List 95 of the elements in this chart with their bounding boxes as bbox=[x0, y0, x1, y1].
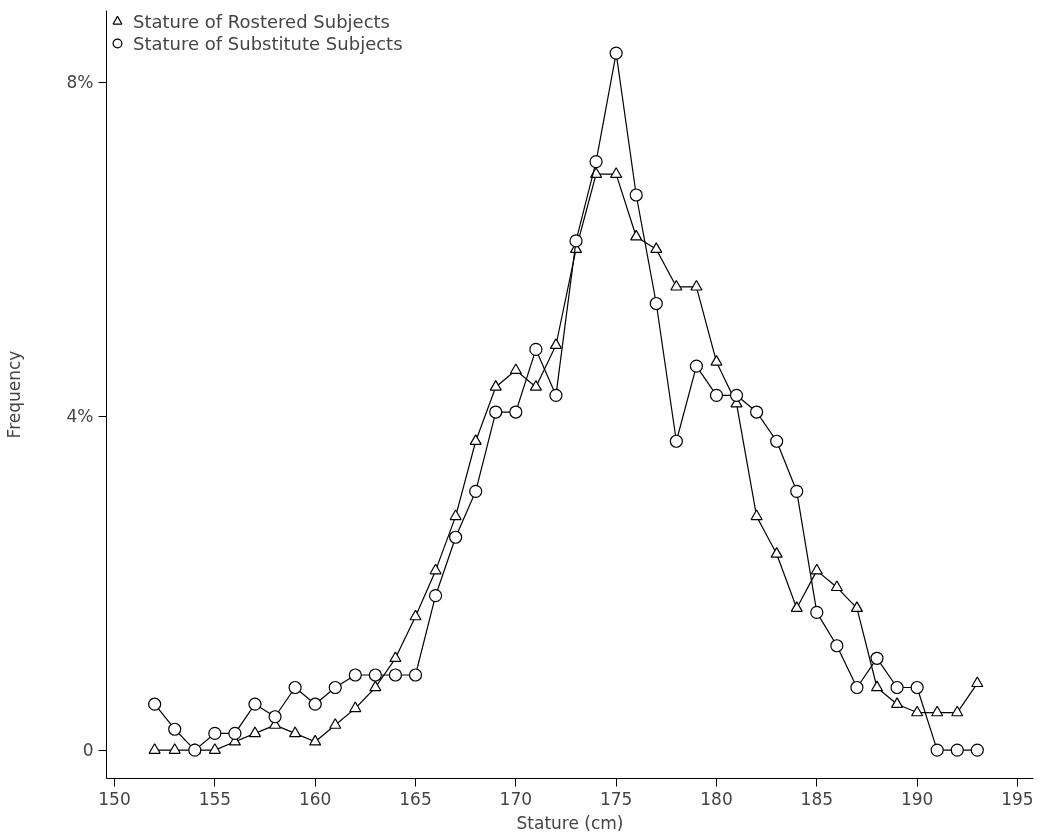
point bbox=[449, 509, 462, 521]
point bbox=[268, 710, 282, 724]
point bbox=[368, 668, 382, 682]
point bbox=[630, 229, 643, 241]
point bbox=[509, 363, 522, 375]
point bbox=[850, 601, 864, 612]
point bbox=[288, 680, 302, 695]
point bbox=[369, 680, 382, 692]
point bbox=[489, 380, 502, 391]
point bbox=[951, 705, 964, 717]
point bbox=[971, 676, 984, 688]
point bbox=[850, 680, 864, 695]
point bbox=[970, 743, 984, 757]
point bbox=[890, 697, 904, 708]
point bbox=[750, 509, 763, 521]
point bbox=[529, 342, 543, 357]
x-tick-label: 175 bbox=[599, 788, 633, 809]
point bbox=[911, 705, 924, 717]
point bbox=[669, 434, 683, 448]
point bbox=[349, 701, 362, 713]
point bbox=[148, 743, 161, 754]
point bbox=[168, 743, 181, 754]
point bbox=[870, 680, 884, 692]
x-tick-label: 185 bbox=[800, 788, 834, 809]
point bbox=[408, 668, 423, 682]
point bbox=[309, 734, 322, 746]
point bbox=[348, 668, 362, 682]
point bbox=[168, 722, 182, 736]
point bbox=[208, 726, 222, 741]
point bbox=[930, 743, 944, 757]
point bbox=[910, 680, 924, 695]
point bbox=[890, 680, 904, 695]
x-axis-title: Stature (cm) bbox=[516, 812, 624, 833]
x-tick-label: 165 bbox=[399, 788, 432, 809]
point bbox=[729, 388, 744, 402]
point bbox=[670, 279, 683, 291]
point bbox=[609, 46, 623, 60]
point bbox=[709, 388, 724, 402]
point bbox=[931, 705, 944, 717]
point bbox=[650, 242, 663, 254]
point bbox=[308, 697, 322, 711]
point bbox=[509, 405, 523, 419]
point bbox=[790, 601, 803, 612]
point bbox=[610, 167, 623, 178]
y-tick-label: 4% bbox=[66, 406, 94, 427]
point bbox=[629, 188, 643, 202]
point bbox=[549, 388, 563, 402]
point bbox=[469, 484, 483, 498]
x-tick-label: 160 bbox=[298, 788, 332, 809]
point bbox=[790, 484, 804, 498]
point bbox=[289, 726, 302, 738]
point bbox=[428, 589, 443, 603]
y-axis-title: Frequency bbox=[3, 350, 24, 439]
point bbox=[388, 668, 403, 682]
x-tick-label: 170 bbox=[499, 788, 533, 809]
point bbox=[810, 605, 824, 619]
point bbox=[409, 609, 422, 621]
point bbox=[248, 697, 262, 711]
point bbox=[569, 234, 583, 248]
point bbox=[870, 651, 884, 665]
point bbox=[950, 743, 964, 757]
point bbox=[649, 296, 663, 311]
point bbox=[228, 726, 242, 741]
point bbox=[449, 530, 463, 544]
point bbox=[750, 405, 764, 419]
point bbox=[710, 354, 723, 366]
point bbox=[328, 680, 342, 695]
point bbox=[208, 743, 221, 754]
point bbox=[690, 279, 703, 291]
x-tick-label: 155 bbox=[198, 788, 232, 809]
point bbox=[529, 380, 542, 391]
point bbox=[549, 338, 563, 350]
point bbox=[489, 405, 503, 419]
x-tick-label: 190 bbox=[900, 788, 934, 809]
point bbox=[148, 697, 162, 711]
y-tick-label: 8% bbox=[66, 72, 94, 93]
point bbox=[429, 563, 442, 575]
legend-label: Stature of Substitute Subjects bbox=[133, 32, 403, 54]
point bbox=[589, 167, 603, 178]
y-tick-label: 0 bbox=[82, 740, 94, 761]
point bbox=[830, 580, 843, 592]
point bbox=[248, 726, 262, 738]
x-tick-label: 195 bbox=[1001, 788, 1034, 809]
point bbox=[770, 546, 783, 558]
point bbox=[469, 434, 482, 446]
point bbox=[329, 718, 342, 729]
point bbox=[770, 434, 784, 448]
x-tick-label: 150 bbox=[98, 788, 131, 809]
point bbox=[689, 359, 704, 373]
point bbox=[589, 155, 603, 169]
point bbox=[830, 639, 844, 653]
point bbox=[810, 563, 823, 575]
x-tick-label: 180 bbox=[700, 788, 733, 809]
legend-label: Stature of Rostered Subjects bbox=[133, 10, 390, 32]
point bbox=[389, 651, 402, 663]
